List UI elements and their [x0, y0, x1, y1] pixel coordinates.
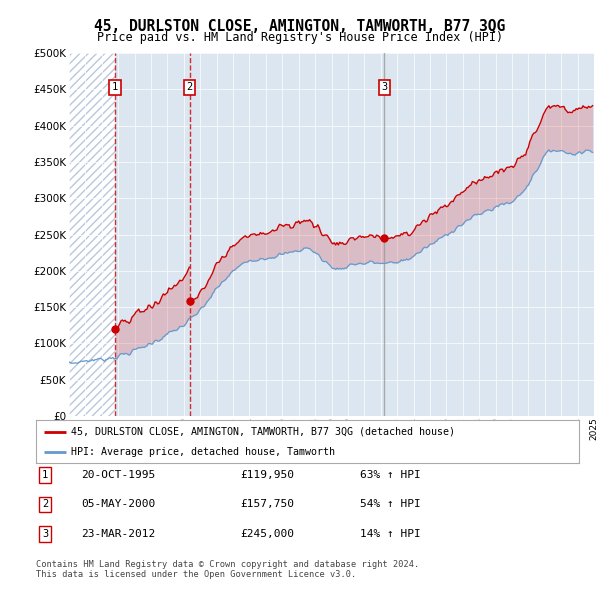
Bar: [115, 53, 594, 416]
Text: 45, DURLSTON CLOSE, AMINGTON, TAMWORTH, B77 3QG: 45, DURLSTON CLOSE, AMINGTON, TAMWORTH, …: [94, 19, 506, 34]
Text: £157,750: £157,750: [240, 500, 294, 509]
Text: Price paid vs. HM Land Registry's House Price Index (HPI): Price paid vs. HM Land Registry's House …: [97, 31, 503, 44]
Text: £119,950: £119,950: [240, 470, 294, 480]
Text: HPI: Average price, detached house, Tamworth: HPI: Average price, detached house, Tamw…: [71, 447, 335, 457]
Text: 23-MAR-2012: 23-MAR-2012: [81, 529, 155, 539]
Text: 1: 1: [42, 470, 48, 480]
Text: 3: 3: [382, 82, 388, 92]
Bar: [69, 53, 115, 416]
Text: 2: 2: [42, 500, 48, 509]
Text: 54% ↑ HPI: 54% ↑ HPI: [360, 500, 421, 509]
Text: 05-MAY-2000: 05-MAY-2000: [81, 500, 155, 509]
Text: 3: 3: [42, 529, 48, 539]
Text: 14% ↑ HPI: 14% ↑ HPI: [360, 529, 421, 539]
Text: 1: 1: [112, 82, 118, 92]
Text: 63% ↑ HPI: 63% ↑ HPI: [360, 470, 421, 480]
Text: £245,000: £245,000: [240, 529, 294, 539]
Text: 45, DURLSTON CLOSE, AMINGTON, TAMWORTH, B77 3QG (detached house): 45, DURLSTON CLOSE, AMINGTON, TAMWORTH, …: [71, 427, 455, 437]
Text: 20-OCT-1995: 20-OCT-1995: [81, 470, 155, 480]
Text: Contains HM Land Registry data © Crown copyright and database right 2024.
This d: Contains HM Land Registry data © Crown c…: [36, 560, 419, 579]
Text: 2: 2: [187, 82, 193, 92]
